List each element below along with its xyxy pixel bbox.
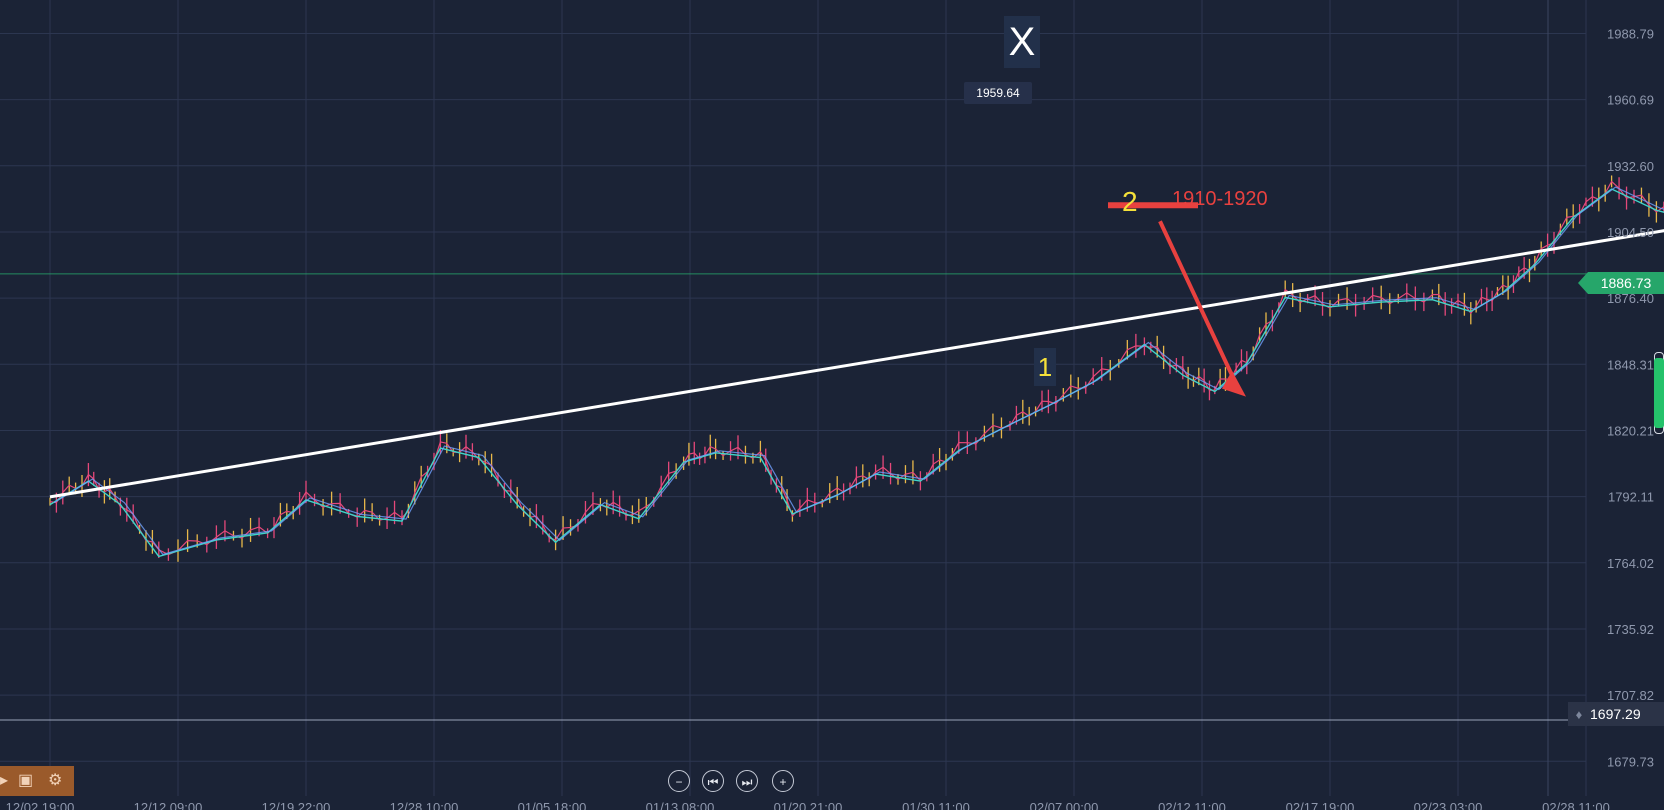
price-series [49, 175, 1664, 562]
trash-icon[interactable]: ▣ [18, 772, 34, 789]
drawing-toolbar: ▸ ▣ ⚙ [0, 766, 74, 796]
y-tick-label: 1932.60 [1607, 159, 1654, 174]
x-tick-label: 02/28 11:00 [1542, 800, 1610, 810]
x-axis-labels: 12/02 19:00 12/12 09:00 12/19 22:00 12/28 1… [6, 800, 1610, 810]
down-arrow-shaft [1158, 220, 1238, 385]
zoom-out-icon[interactable]: − [668, 770, 690, 792]
y-tick-label: 1960.69 [1607, 93, 1654, 108]
x-tick-label: 02/17 19:00 [1286, 800, 1355, 810]
skip-forward-icon[interactable]: ⏭ [736, 770, 758, 792]
y-tick-label: 1735.92 [1607, 622, 1654, 637]
x-tick-label: 02/12 11:00 [1158, 800, 1226, 810]
x-tick-label: 12/28 10:00 [390, 800, 459, 810]
x-tick-label: 02/23 03:00 [1414, 800, 1483, 810]
price-scale-thumb[interactable] [1654, 358, 1664, 428]
target-range-label: 1910-1920 [1172, 188, 1268, 210]
x-tick-label: 01/30 11:00 [902, 800, 970, 810]
moving-average-2 [53, 186, 1664, 556]
skip-back-icon[interactable]: ⏮ [702, 770, 724, 792]
trend-lines [49, 229, 1664, 499]
y-tick-label: 1707.82 [1607, 688, 1654, 703]
price-line [49, 180, 1664, 556]
y-tick-label: 1679.73 [1607, 754, 1654, 769]
y-tick-label: 1988.79 [1607, 26, 1654, 41]
x-tick-label: 12/19 22:00 [262, 800, 331, 810]
y-tick-label: 1848.31 [1607, 357, 1654, 372]
x-tick-label: 01/05 18:00 [518, 800, 587, 810]
x-tick-label: 01/13 08:00 [646, 800, 715, 810]
alert-price-tag[interactable]: ♦ 1697.29 [1568, 702, 1664, 726]
bell-icon[interactable]: ♦ [1575, 707, 1583, 722]
wave-2-label: 2 [1122, 186, 1138, 217]
trend-line [49, 229, 1664, 499]
y-axis-labels: 1988.79 1960.69 1932.60 1904.50 1876.40 1848.… [1607, 26, 1654, 769]
gear-icon[interactable]: ⚙ [48, 772, 63, 789]
y-tick-label: 1764.02 [1607, 556, 1654, 571]
y-tick-label: 1876.40 [1607, 291, 1654, 306]
down-arrow-head [1222, 370, 1246, 397]
moving-average-1 [49, 188, 1664, 558]
x-tick-label: 01/20 21:00 [774, 800, 843, 810]
x-tick-label: 12/12 09:00 [134, 800, 203, 810]
arrow-icon[interactable]: ▸ [0, 772, 9, 789]
y-tick-label: 1820.21 [1607, 423, 1654, 438]
y-tick-label: 1792.11 [1608, 490, 1654, 505]
wave-x-label: X [1004, 16, 1040, 68]
annotations [1108, 202, 1246, 397]
alert-price-value: 1697.29 [1590, 706, 1641, 722]
x-tick-label: 02/07 00:00 [1030, 800, 1099, 810]
y-tick-label: 1904.50 [1607, 225, 1654, 240]
current-price-tag: 1886.73 [1578, 272, 1664, 294]
peak-price-tag: 1959.64 [964, 82, 1032, 104]
zoom-in-icon[interactable]: + [772, 770, 794, 792]
wave-1-label: 1 [1034, 348, 1056, 386]
x-tick-label: 12/02 19:00 [6, 800, 75, 810]
